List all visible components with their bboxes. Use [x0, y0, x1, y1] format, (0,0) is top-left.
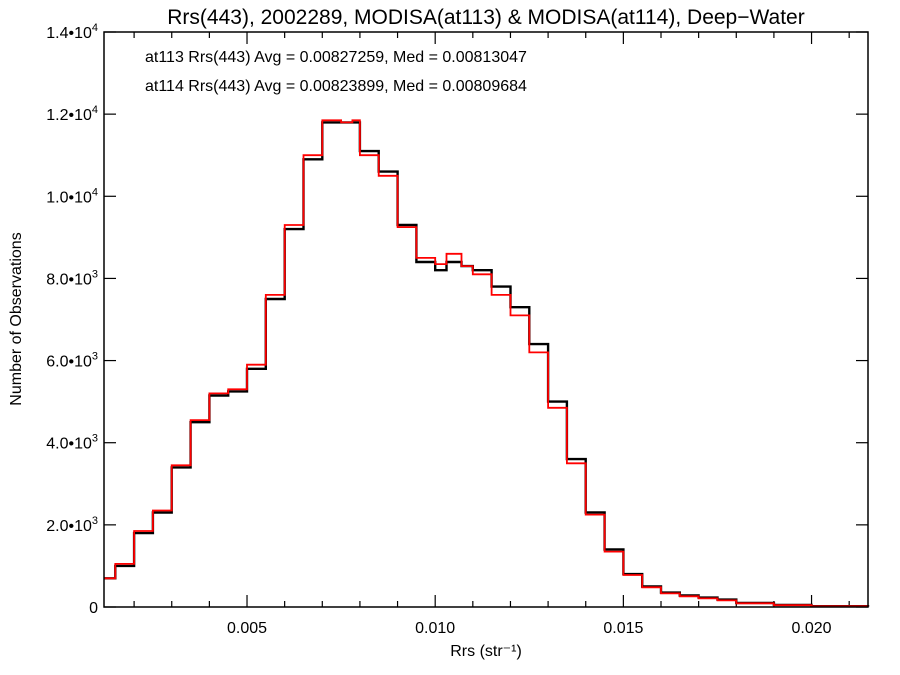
x-tick-label: 0.005: [227, 620, 267, 637]
y-tick-label: 2.0•103: [46, 515, 98, 535]
y-axis-ticks: 0 2.0•103 4.0•103 6.0•103 8.0•103 1.0•104 1.2•…: [46, 22, 868, 617]
series-line-1: [104, 119, 869, 608]
plot-frame: [103, 31, 869, 608]
y-tick-label: 1.2•104: [46, 104, 98, 124]
y-axis-label: Number of Observations: [8, 232, 25, 405]
x-tick-label: 0.020: [792, 620, 832, 637]
y-tick-label: 8.0•103: [46, 268, 98, 288]
chart-title: Rrs(443), 2002289, MODISA(at113) & MODIS…: [167, 6, 804, 29]
y-tick-label: 1.0•104: [46, 186, 98, 206]
y-tick-label: 4.0•103: [46, 433, 98, 453]
series-layer: [104, 119, 870, 608]
y-tick-label: 0: [89, 600, 98, 617]
annotation-at113: at113 Rrs(443) Avg = 0.00827259, Med = 0…: [145, 49, 527, 66]
y-tick-label: 6.0•103: [46, 351, 98, 371]
annotation-at114: at114 Rrs(443) Avg = 0.00823899, Med = 0…: [145, 78, 527, 95]
y-tick-label: 1.4•104: [46, 22, 98, 42]
x-axis-label: Rrs (str⁻¹): [450, 643, 522, 660]
x-tick-label: 0.010: [415, 620, 455, 637]
x-axis-ticks: 0.005 0.010 0.015 0.020: [133, 32, 850, 637]
x-tick-label: 0.015: [603, 620, 643, 637]
